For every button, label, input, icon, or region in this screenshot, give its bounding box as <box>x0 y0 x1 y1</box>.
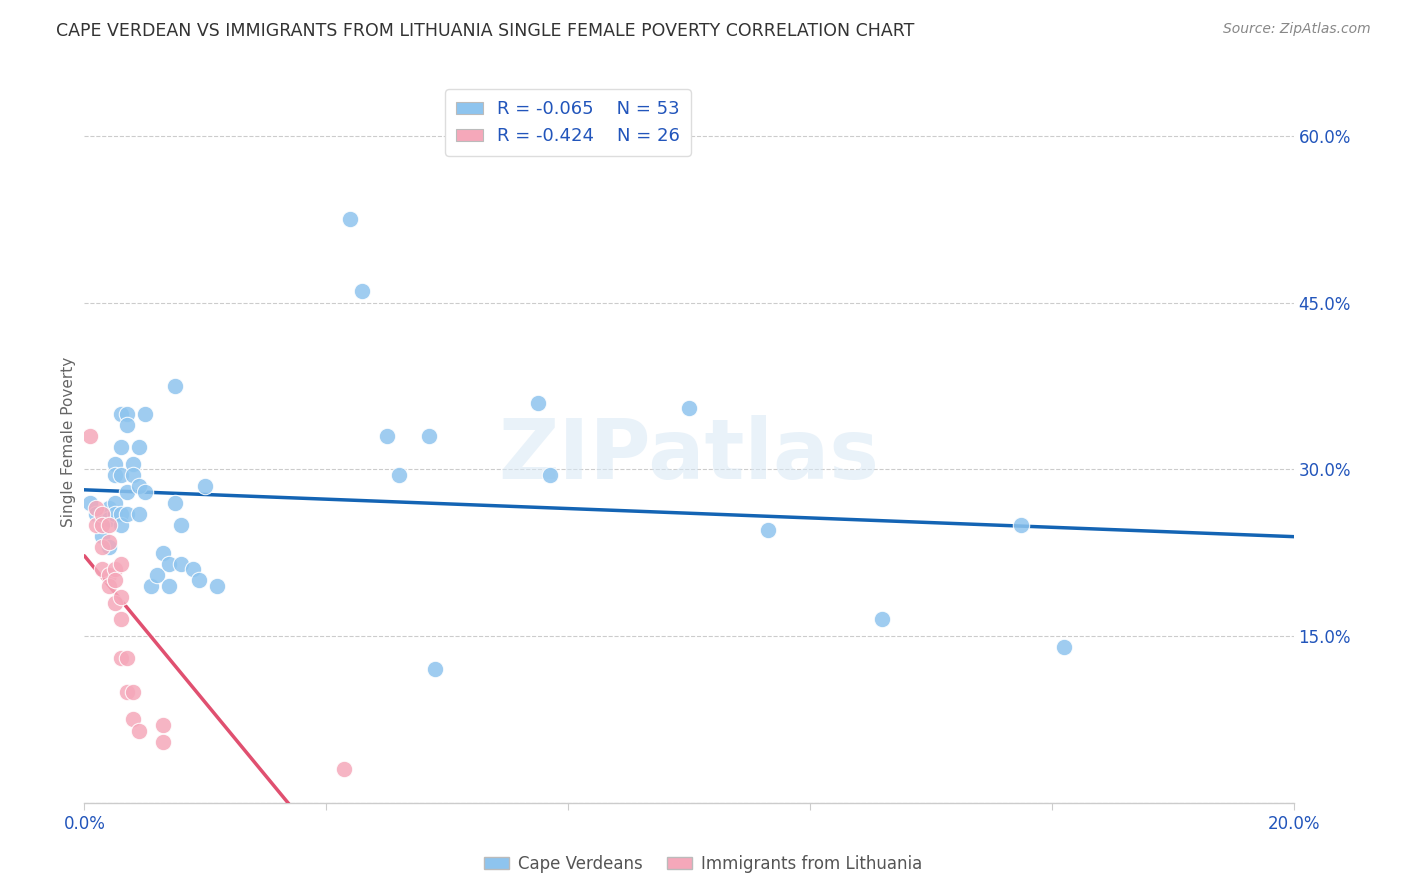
Point <box>115 417 138 432</box>
Point <box>104 457 127 471</box>
Point <box>538 467 561 482</box>
Point <box>110 590 132 604</box>
Point <box>134 484 156 499</box>
Point <box>872 612 894 626</box>
Point <box>128 723 150 738</box>
Point <box>194 479 217 493</box>
Point <box>110 557 132 571</box>
Point <box>375 429 398 443</box>
Point <box>104 596 127 610</box>
Point <box>121 713 143 727</box>
Point <box>388 467 411 482</box>
Legend: R = -0.065    N = 53, R = -0.424    N = 26: R = -0.065 N = 53, R = -0.424 N = 26 <box>444 89 692 156</box>
Point <box>86 517 108 532</box>
Point <box>110 440 132 454</box>
Point <box>97 512 120 526</box>
Point <box>121 684 143 698</box>
Point <box>152 734 174 748</box>
Point <box>1053 640 1076 655</box>
Point <box>418 429 440 443</box>
Point <box>207 579 229 593</box>
Point <box>146 568 169 582</box>
Point <box>104 496 127 510</box>
Point <box>91 529 114 543</box>
Point <box>756 524 779 538</box>
Point <box>121 467 143 482</box>
Point <box>157 579 180 593</box>
Point <box>104 562 127 576</box>
Point <box>115 684 138 698</box>
Point <box>86 507 108 521</box>
Text: Source: ZipAtlas.com: Source: ZipAtlas.com <box>1223 22 1371 37</box>
Y-axis label: Single Female Poverty: Single Female Poverty <box>60 357 76 526</box>
Point <box>79 429 101 443</box>
Point <box>86 501 108 516</box>
Point <box>134 407 156 421</box>
Point <box>97 579 120 593</box>
Point <box>128 440 150 454</box>
Point <box>91 507 114 521</box>
Point <box>1011 517 1033 532</box>
Point <box>104 507 127 521</box>
Point <box>115 651 138 665</box>
Point <box>152 718 174 732</box>
Point <box>110 651 132 665</box>
Point <box>339 212 361 227</box>
Text: ZIPatlas: ZIPatlas <box>499 416 879 497</box>
Point <box>165 379 187 393</box>
Point <box>97 540 120 554</box>
Point <box>104 467 127 482</box>
Point <box>139 579 162 593</box>
Point <box>91 517 114 532</box>
Point <box>128 479 150 493</box>
Point <box>91 562 114 576</box>
Point <box>110 517 132 532</box>
Point <box>110 612 132 626</box>
Point <box>527 395 550 409</box>
Point <box>181 562 204 576</box>
Point <box>97 534 120 549</box>
Point <box>110 407 132 421</box>
Point <box>115 484 138 499</box>
Point <box>115 407 138 421</box>
Point <box>121 457 143 471</box>
Point <box>110 467 132 482</box>
Point <box>152 546 174 560</box>
Point <box>165 496 187 510</box>
Legend: Cape Verdeans, Immigrants from Lithuania: Cape Verdeans, Immigrants from Lithuania <box>478 848 928 880</box>
Point <box>157 557 180 571</box>
Point <box>128 507 150 521</box>
Point <box>115 507 138 521</box>
Point <box>91 540 114 554</box>
Point <box>170 557 193 571</box>
Point <box>97 517 120 532</box>
Point <box>91 512 114 526</box>
Point <box>188 574 211 588</box>
Point <box>170 517 193 532</box>
Point <box>110 507 132 521</box>
Point <box>423 662 446 676</box>
Point <box>79 496 101 510</box>
Point <box>333 763 356 777</box>
Text: CAPE VERDEAN VS IMMIGRANTS FROM LITHUANIA SINGLE FEMALE POVERTY CORRELATION CHAR: CAPE VERDEAN VS IMMIGRANTS FROM LITHUANI… <box>56 22 915 40</box>
Point <box>352 285 374 299</box>
Point <box>97 568 120 582</box>
Point <box>678 401 700 416</box>
Point <box>104 574 127 588</box>
Point <box>97 501 120 516</box>
